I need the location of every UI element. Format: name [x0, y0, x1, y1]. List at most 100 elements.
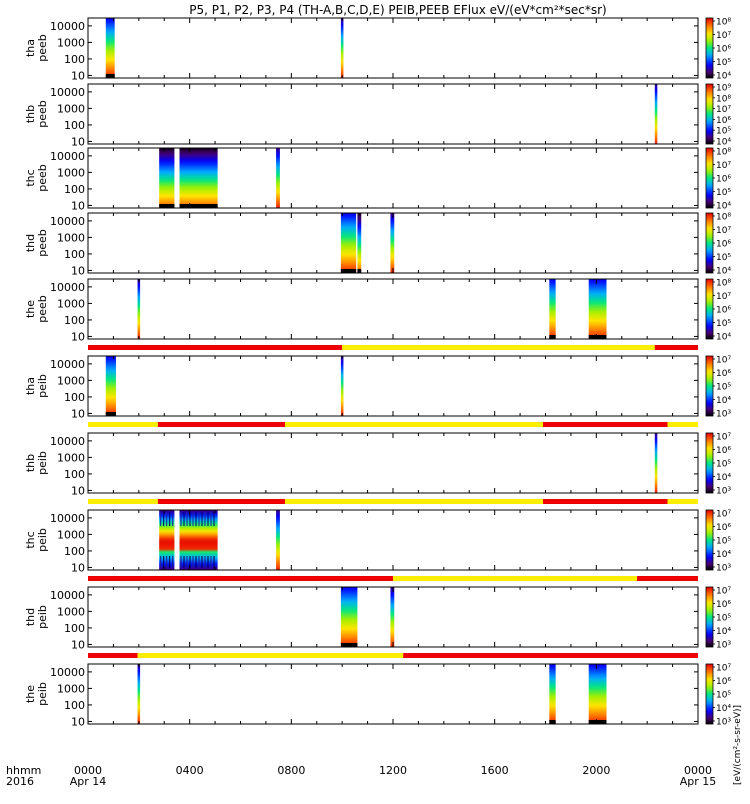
y-tick-label: 100 [64, 314, 85, 327]
burst-narrow [137, 279, 141, 339]
spectrogram-data [340, 213, 395, 273]
panel-label: tha peib [24, 374, 49, 398]
burst-texture [207, 512, 209, 526]
burst-high [588, 664, 607, 724]
burst-narrow [340, 18, 344, 78]
burst-texture [163, 512, 165, 526]
y-tick-label: 100 [64, 53, 85, 66]
burst-high [105, 356, 116, 416]
mode-bar-segment [88, 422, 158, 427]
y-tick-label: 10000 [50, 666, 85, 679]
x-tick-label: 2000 [582, 764, 610, 777]
burst-low-energy-dark [357, 269, 362, 273]
colorbar-tick-label: 10⁷ [716, 356, 731, 366]
colorbar-tick-label: 10³ [716, 641, 731, 651]
y-tick-label: 10 [71, 199, 85, 212]
burst-texture [210, 556, 212, 568]
burst-texture [166, 512, 168, 526]
colorbar-tick-label: 10⁴ [716, 704, 731, 714]
panel-label-instrument: peib [36, 605, 49, 629]
colorbar-tick-label: 10⁸ [716, 213, 731, 223]
burst-texture [204, 512, 206, 526]
y-tick-label: 1000 [57, 374, 85, 387]
burst-texture [192, 556, 194, 568]
colorbar-tick-label: 10⁴ [716, 627, 731, 637]
colorbar-tick-label: 10⁵ [716, 614, 731, 624]
colorbar-tick-label: 10⁸ [716, 94, 731, 104]
colorbar-tick-label: 10⁷ [716, 226, 731, 236]
y-tick-label: 10 [71, 264, 85, 277]
x-tick-date-label: Apr 15 [680, 775, 717, 788]
burst-texture [186, 556, 188, 568]
colorbar-tick-label: 10⁹ [716, 84, 731, 94]
burst-high [340, 587, 358, 647]
burst-texture [172, 512, 174, 526]
burst-high [588, 279, 607, 339]
spectrogram-data [159, 148, 280, 208]
colorbar-tick-label: 10⁶ [716, 116, 731, 126]
colorbar-tick-label: 10⁴ [716, 138, 731, 148]
y-tick-label: 100 [64, 699, 85, 712]
colorbar-tick-label: 10⁵ [716, 319, 731, 329]
colorbar-tick-label: 10⁴ [716, 267, 731, 277]
burst-low-energy-dark [588, 335, 607, 339]
burst-texture [160, 556, 162, 568]
y-tick-label: 1000 [57, 451, 85, 464]
y-tick-label: 10000 [50, 512, 85, 525]
colorbar-tick-label: 10⁶ [716, 446, 731, 456]
y-tick-label: 10 [71, 69, 85, 82]
panel-label-instrument: peeb [36, 34, 49, 62]
panel-label: thc peeb [24, 164, 49, 192]
x-tick-label: 1600 [481, 764, 509, 777]
panel-label-probe: thc [24, 531, 37, 548]
spectrogram-data [105, 18, 344, 78]
burst-low-energy-dark [105, 412, 116, 416]
burst-narrow [137, 664, 141, 724]
burst-texture [195, 512, 197, 526]
colorbar-tick-label: 10⁶ [716, 175, 731, 185]
y-tick-label: 100 [64, 183, 85, 196]
panel-label: thb peib [24, 451, 49, 475]
y-tick-label: 1000 [57, 36, 85, 49]
colorbar-tick-label: 10⁴ [716, 550, 731, 560]
colorbar-tick-label: 10⁶ [716, 677, 731, 687]
colorbar-tick-label: 10⁸ [716, 148, 731, 158]
burst-mid [357, 213, 362, 273]
x-tick-label: 0800 [277, 764, 305, 777]
burst-texture [204, 556, 206, 568]
spectrogram-data [137, 279, 607, 339]
panel-frame [87, 83, 699, 145]
y-tick-label: 10000 [50, 20, 85, 33]
colorbar [705, 432, 714, 494]
panel-label-instrument: peib [36, 374, 49, 398]
panel-label-probe: thc [24, 169, 37, 186]
burst-narrow [276, 148, 280, 208]
burst-texture [189, 556, 191, 568]
colorbar-tick-label: 10⁴ [716, 396, 731, 406]
y-tick-label: 10 [71, 561, 85, 574]
y-tick-label: 1000 [57, 166, 85, 179]
panel-label: thd peeb [24, 229, 49, 257]
y-tick-label: 10000 [50, 435, 85, 448]
x-tick-label: 0000 [684, 764, 712, 777]
burst-texture [160, 512, 162, 526]
colorbar-tick-label: 10⁷ [716, 510, 731, 520]
spectrogram-data [137, 664, 607, 724]
y-tick-label: 10000 [50, 150, 85, 163]
mode-bar-segment [88, 653, 138, 658]
panel-label-probe: thb [24, 454, 37, 472]
mode-bar-segment [637, 576, 698, 581]
panel-label-probe: thd [24, 608, 37, 626]
panel-label: thc peib [24, 528, 49, 552]
colorbar [705, 663, 714, 725]
burst-high [105, 18, 115, 78]
panel-label-instrument: peib [36, 528, 49, 552]
panel-label-instrument: peeb [36, 164, 49, 192]
panel-frame [87, 17, 699, 79]
burst-mid [179, 148, 218, 208]
